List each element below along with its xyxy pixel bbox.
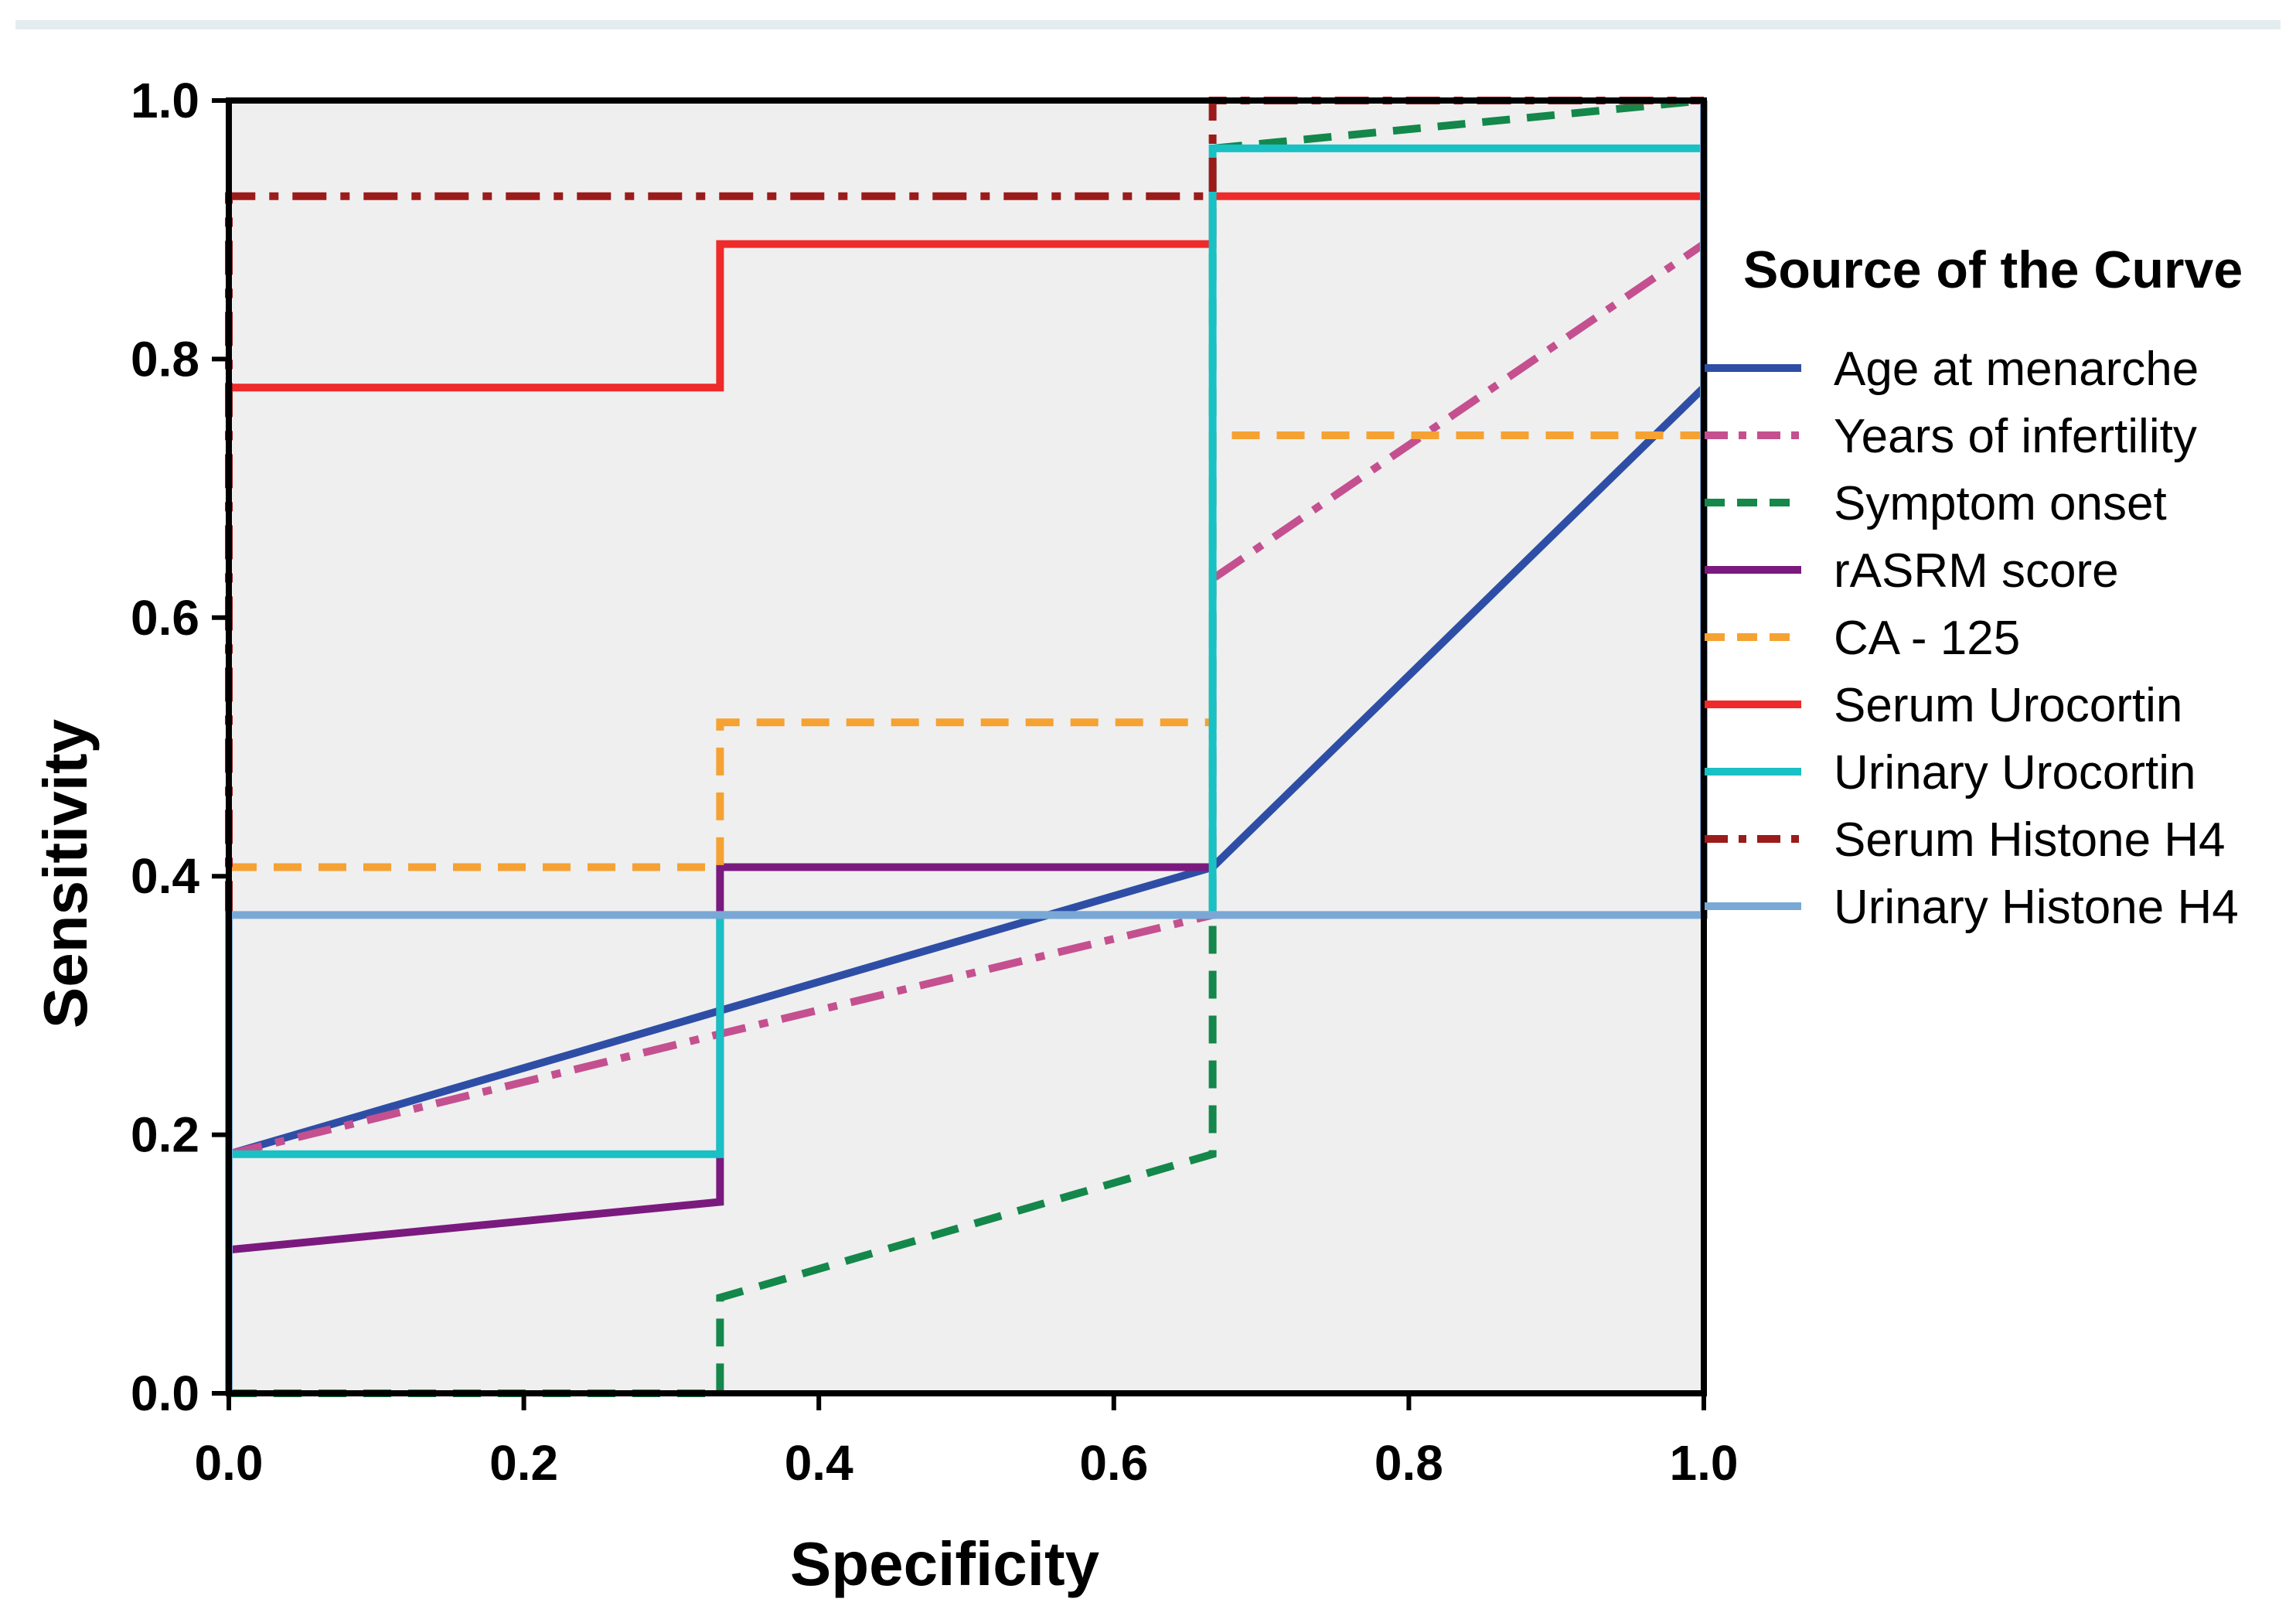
- legend-label-symptom-onset: Symptom onset: [1834, 477, 2167, 530]
- y-tick-label: 1.0: [131, 73, 199, 128]
- y-tick-label: 0.6: [131, 590, 199, 646]
- legend-label-age-at-menarche: Age at menarche: [1834, 343, 2199, 396]
- series-age-at-menarche: [227, 384, 1707, 1158]
- top-rule: [15, 20, 2281, 29]
- y-axis: 0.0 0.2 0.4 0.6 0.8 1.0: [131, 73, 229, 1421]
- x-tick-label: 1.0: [1670, 1435, 1739, 1491]
- y-tick-label: 0.2: [131, 1107, 199, 1163]
- legend-label-serum-urocortin: Serum Urocortin: [1834, 679, 2182, 732]
- legend-label-years-of-infertility: Years of infertility: [1834, 410, 2197, 463]
- x-tick-label: 0.4: [785, 1435, 853, 1491]
- legend-label-urinary-urocortin: Urinary Urocortin: [1834, 746, 2196, 799]
- plot-area: [229, 101, 1704, 1393]
- y-axis-label: Sensitivity: [31, 718, 100, 1028]
- legend: Age at menarche Years of infertility Sympt…: [1705, 343, 2239, 934]
- x-tick-label: 0.2: [489, 1435, 558, 1491]
- x-tick-label: 0.8: [1375, 1435, 1443, 1491]
- x-axis-label: Specificity: [790, 1529, 1100, 1598]
- legend-title: Source of the Curve: [1743, 240, 2243, 299]
- x-axis: 0.0 0.2 0.4 0.6 0.8 1.0: [195, 1393, 1739, 1491]
- legend-label-urinary-histone-h4: Urinary Histone H4: [1834, 881, 2239, 934]
- x-tick-label: 0.6: [1079, 1435, 1148, 1491]
- y-tick-label: 0.4: [131, 848, 199, 904]
- legend-label-ca-125: CA - 125: [1834, 612, 2020, 665]
- y-tick-label: 0.8: [131, 331, 199, 387]
- legend-label-serum-histone-h4: Serum Histone H4: [1834, 813, 2226, 867]
- plot-frame: [226, 97, 1707, 1396]
- series-serum-urocortin: [229, 192, 1704, 392]
- x-tick-label: 0.0: [195, 1435, 264, 1491]
- series-ca-125: [229, 431, 1704, 871]
- legend-label-rasrm-score: rASRM score: [1834, 544, 2119, 598]
- y-tick-label: 0.0: [131, 1365, 199, 1421]
